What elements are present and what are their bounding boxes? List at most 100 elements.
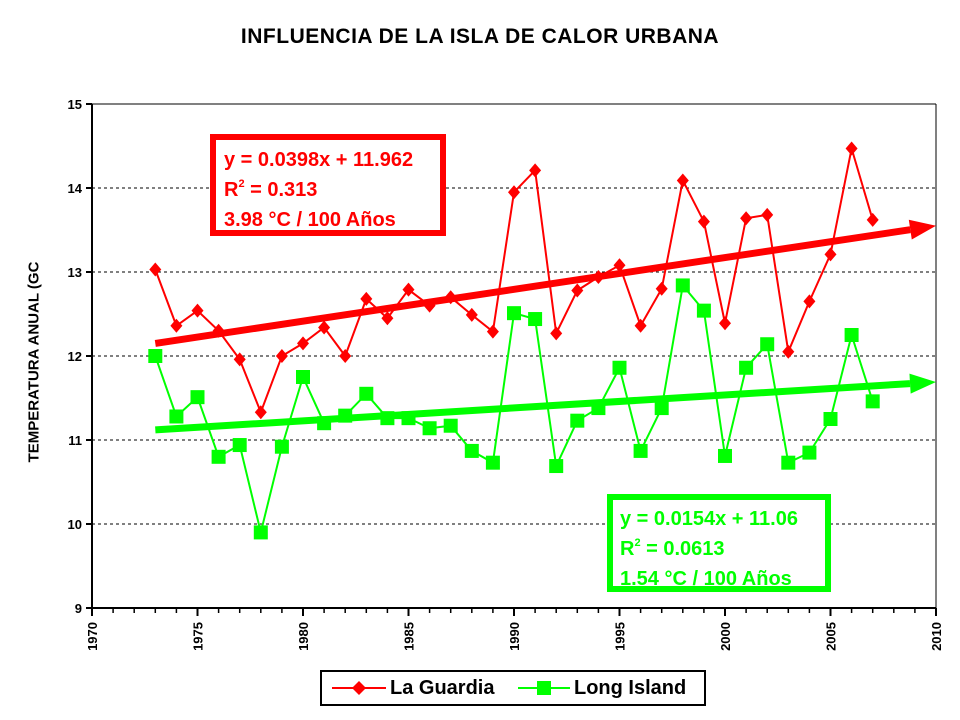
series-1-point-1974	[169, 409, 184, 424]
x-tick-label-1970: 1970	[85, 622, 100, 651]
series-1-point-1979	[274, 439, 289, 454]
series-1-point-1994	[591, 401, 606, 416]
series-1-point-1990	[507, 306, 521, 321]
series-0-point-1999	[697, 214, 710, 229]
long-island-rate: 1.54 °C / 100 Años	[620, 568, 792, 590]
series-0-point-1988	[465, 307, 478, 322]
series-0-point-2002	[761, 207, 774, 222]
series-1-point-1989	[485, 455, 500, 470]
series-1-point-1992	[549, 459, 564, 474]
x-tick-label-2005: 2005	[824, 622, 839, 651]
series-1-point-2002	[760, 337, 775, 352]
legend-la-guardia-label: La Guardia	[390, 677, 495, 699]
series-0-point-2000	[719, 316, 731, 331]
series-0-point-1983	[360, 291, 373, 306]
series-0-point-1993	[571, 283, 584, 298]
series-1-point-1981	[317, 416, 332, 431]
trendline-arrow-1	[909, 373, 936, 394]
series-0-point-2006	[845, 141, 858, 156]
y-tick-label-10: 10	[68, 517, 82, 532]
legend-la-guardia-marker-icon	[352, 681, 366, 695]
series-0-point-1998	[676, 173, 689, 188]
series-1-point-1998	[675, 278, 690, 293]
x-tick-label-1975: 1975	[191, 622, 206, 651]
series-0-point-1989	[486, 324, 499, 339]
series-1-point-2003	[781, 455, 796, 470]
series-0-point-1980	[297, 336, 309, 351]
series-1-point-1997	[654, 401, 669, 416]
la-guardia-equation-box: y = 0.0398x + 11.962 R2 = 0.313 3.98 °C …	[210, 134, 446, 236]
series-0-point-2005	[824, 247, 837, 262]
series-0-point-1985	[402, 282, 415, 297]
series-0-point-1994	[592, 270, 605, 285]
y-tick-label-12: 12	[68, 349, 82, 364]
series-0-point-1997	[655, 281, 668, 296]
series-0-point-1986	[423, 298, 436, 313]
x-tick-label-1985: 1985	[402, 622, 417, 651]
legend-long-island-label: Long Island	[574, 677, 687, 699]
legend-swatches	[332, 681, 570, 695]
series-0-point-2001	[740, 211, 753, 226]
series-1-point-1986	[422, 421, 437, 436]
series-1-point-1984	[380, 411, 395, 426]
series-1-point-1978	[253, 525, 268, 540]
legend-long-island-marker-icon	[537, 681, 551, 695]
series-0-point-1977	[233, 352, 246, 367]
series-1-point-1973	[148, 349, 163, 363]
series-0-point-1973	[149, 262, 162, 277]
x-tick-label-2010: 2010	[929, 622, 944, 651]
series-0-point-1981	[318, 320, 331, 335]
long-island-r2: R2 = 0.0613	[620, 537, 725, 561]
x-tick-label-1980: 1980	[296, 622, 311, 651]
x-tick-label-2000: 2000	[718, 622, 733, 651]
series-1-point-2007	[865, 394, 880, 409]
series-0-point-1991	[529, 163, 542, 178]
y-tick-label-15: 15	[68, 97, 82, 112]
x-tick-label-1995: 1995	[613, 622, 628, 651]
x-tick-label-1990: 1990	[507, 622, 522, 651]
series-1-point-1976	[211, 449, 226, 464]
series-1-point-2004	[802, 445, 817, 460]
series-1-point-1991	[528, 312, 543, 327]
y-tick-label-9: 9	[75, 601, 82, 616]
series-0-point-1978	[254, 405, 267, 420]
legend: La Guardia Long Island	[320, 670, 706, 706]
long-island-equation: y = 0.0154x + 11.06	[620, 508, 798, 530]
la-guardia-equation: y = 0.0398x + 11.962	[224, 149, 414, 171]
series-1-point-1993	[570, 413, 585, 428]
la-guardia-rate: 3.98 °C / 100 Años	[224, 209, 396, 231]
series-1-point-1985	[401, 411, 416, 426]
trendline-0	[154, 226, 911, 347]
la-guardia-r2: R2 = 0.313	[224, 178, 318, 202]
trendline-arrow-0	[908, 219, 936, 240]
series-0-point-1992	[550, 326, 563, 341]
series-0-point-2007	[866, 212, 879, 227]
series-0-point-1990	[508, 185, 520, 200]
series-0-point-1974	[170, 318, 183, 333]
series-0-point-2004	[803, 294, 816, 309]
y-tick-label-14: 14	[68, 181, 83, 196]
y-tick-label-11: 11	[68, 433, 82, 448]
chart-title: INFLUENCIA DE LA ISLA DE CALOR URBANA	[240, 25, 720, 48]
series-0-point-1987	[444, 290, 457, 305]
series-0-point-1984	[381, 311, 394, 326]
y-tick-label-13: 13	[68, 265, 82, 280]
series-1-point-2000	[718, 448, 732, 463]
series-1-point-1987	[443, 418, 458, 433]
series-0-point-1975	[191, 303, 204, 318]
series-0-point-2003	[782, 344, 795, 359]
series-1-point-2005	[823, 412, 838, 426]
series-1-point-1995	[612, 360, 627, 375]
series-0-point-1982	[339, 349, 352, 363]
series-0-point-1976	[212, 323, 225, 338]
series-1-point-1996	[633, 443, 648, 458]
series-1-point-1977	[232, 438, 247, 453]
series-1-point-1980	[296, 370, 310, 384]
trendline-1	[155, 380, 911, 434]
series-0-point-1979	[275, 349, 288, 363]
series-1-point-2006	[844, 328, 859, 342]
series-1-point-1988	[464, 443, 479, 458]
series-1-point-1983	[359, 386, 374, 401]
